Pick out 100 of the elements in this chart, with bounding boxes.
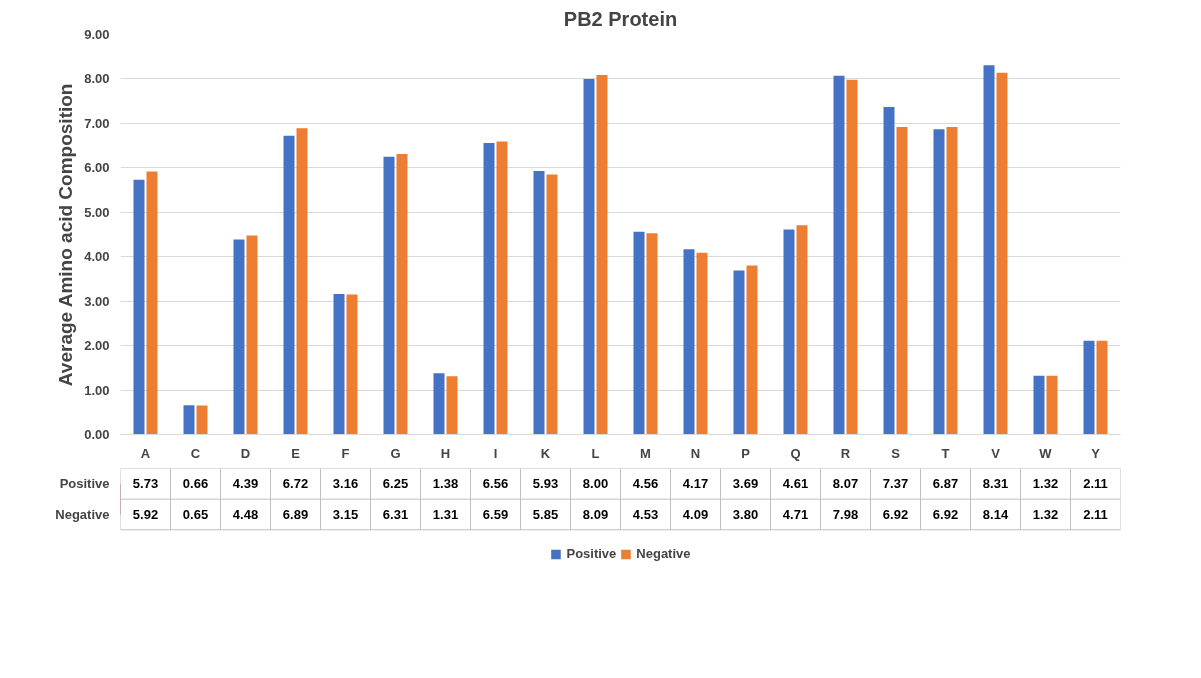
data-label: 4.17: [682, 476, 709, 492]
text: Positive: [59, 476, 110, 492]
bar: [933, 129, 945, 435]
bar: [433, 373, 445, 435]
y-axis-title: Average Amino acid Composition: [55, 83, 77, 387]
data-label: 4.48: [232, 506, 259, 522]
bar: [496, 141, 508, 435]
bar: [133, 179, 145, 435]
x-tick-label: E: [291, 445, 301, 461]
bar: [396, 154, 408, 435]
y-tick-label: 5.00: [84, 204, 110, 220]
x-tick-label: P: [741, 445, 751, 461]
data-label: 8.09: [582, 506, 609, 522]
x-tick-label: L: [591, 445, 600, 461]
data-label: 1.38: [432, 476, 459, 492]
bar: [996, 72, 1008, 435]
data-label: 6.92: [882, 506, 909, 522]
x-tick-label: T: [941, 445, 950, 461]
data-label: 2.11: [1083, 476, 1108, 492]
y-tick-label: 0.00: [84, 427, 110, 442]
bar: [846, 79, 858, 435]
x-tick-label: K: [540, 445, 551, 461]
data-label: 8.00: [582, 476, 609, 492]
bar: [896, 126, 908, 435]
data-label: 5.73: [132, 476, 159, 492]
bar: [183, 405, 195, 435]
bar: [346, 294, 358, 435]
data-label: 3.80: [732, 506, 759, 522]
bar: [646, 233, 658, 435]
y-tick-label: 6.00: [84, 160, 110, 176]
y-tick-label: 4.00: [84, 249, 110, 265]
x-tick-label: G: [390, 445, 401, 461]
x-tick-label: C: [190, 445, 201, 461]
chart-title: PB2 Protein: [563, 7, 678, 30]
bar: [683, 249, 695, 435]
data-label: 6.72: [282, 476, 309, 492]
data-label: 6.59: [482, 506, 509, 522]
data-label: 5.93: [532, 476, 559, 492]
data-label: 8.31: [982, 476, 1009, 492]
y-tick-label: 7.00: [84, 115, 110, 131]
legend-label: Positive: [566, 546, 617, 561]
x-tick-label: Y: [1091, 445, 1101, 461]
data-label: 6.31: [382, 506, 409, 522]
y-tick-label: 2.00: [84, 338, 110, 354]
data-label: 3.15: [332, 506, 359, 522]
x-tick-label: D: [240, 445, 251, 461]
bar: [246, 235, 258, 435]
bar: [383, 156, 395, 435]
bar: [233, 239, 245, 435]
bar: [746, 265, 758, 435]
bar: [483, 142, 495, 435]
x-tick-label: W: [1039, 445, 1053, 461]
data-label: 3.16: [332, 476, 359, 492]
x-tick-label: F: [341, 445, 350, 461]
bar: [283, 135, 295, 435]
x-tick-label: I: [493, 445, 498, 461]
bar: [583, 78, 595, 435]
data-label: 4.53: [632, 506, 659, 522]
legend-label: Negative: [636, 546, 691, 561]
data-label: 8.07: [832, 476, 859, 492]
data-label: 6.25: [382, 476, 409, 492]
y-tick-label: 8.00: [84, 71, 110, 87]
bar: [633, 231, 645, 435]
x-tick-label: Q: [790, 445, 801, 461]
text: Negative: [55, 506, 110, 522]
data-label: 4.39: [232, 476, 259, 492]
data-label: 4.71: [782, 506, 809, 522]
bar: [796, 225, 808, 435]
data-label: 0.65: [182, 506, 209, 522]
data-label: 7.37: [882, 476, 909, 492]
data-label: 6.56: [482, 476, 509, 492]
data-label: 6.92: [932, 506, 959, 522]
bar: [333, 294, 345, 435]
bar: [833, 75, 845, 435]
x-tick-label: A: [140, 445, 151, 461]
data-label: 2.11: [1083, 506, 1108, 522]
bar: [1096, 340, 1108, 435]
bar: [546, 174, 558, 435]
data-label: 1.32: [1032, 506, 1059, 522]
x-tick-label: V: [991, 445, 1001, 461]
bar: [733, 270, 745, 435]
bar: [446, 376, 458, 435]
data-label: 6.89: [282, 506, 309, 522]
bar: [983, 65, 995, 435]
data-label: 3.69: [732, 476, 759, 492]
x-tick-label: M: [640, 445, 651, 461]
data-label: 7.98: [832, 506, 859, 522]
x-tick-label: H: [440, 445, 451, 461]
data-label: 4.61: [782, 476, 809, 492]
data-label: 6.87: [932, 476, 959, 492]
data-label: 8.14: [982, 506, 1009, 522]
bar: [296, 128, 308, 435]
x-tick-label: R: [840, 445, 851, 461]
bar: [696, 252, 708, 435]
bar: [1083, 340, 1095, 435]
bar: [1046, 375, 1058, 435]
data-label: 4.09: [682, 506, 709, 522]
data-label: 0.66: [182, 476, 209, 492]
bar: [146, 171, 158, 435]
y-tick-label: 9.00: [84, 27, 110, 42]
